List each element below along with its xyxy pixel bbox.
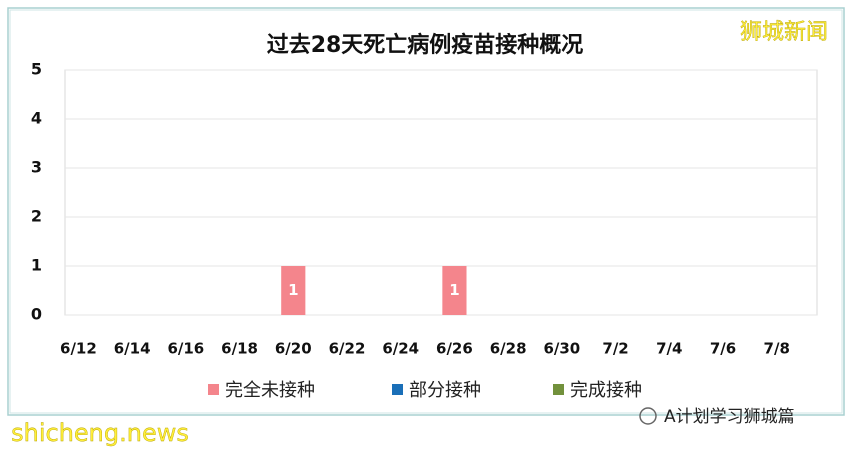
x-tick-label: 7/4 [656, 340, 682, 358]
legend-label: 完全未接种 [225, 380, 315, 401]
chart-title: 过去28天死亡病例疫苗接种概况 [267, 32, 584, 58]
account-badge: A计划学习狮城篇 [639, 407, 795, 427]
bar [442, 266, 467, 315]
x-tick-label: 6/30 [543, 340, 580, 358]
y-tick-label: 3 [31, 158, 42, 177]
chart-frame [7, 7, 845, 416]
x-tick-label: 7/2 [602, 340, 628, 358]
y-tick-label: 0 [31, 305, 42, 324]
data-label: 1 [449, 281, 459, 299]
y-tick-label: 4 [31, 109, 42, 128]
legend-label: 部分接种 [409, 380, 481, 401]
source-watermark: shicheng.news [11, 419, 189, 447]
chart-frame-inner [9, 9, 843, 414]
legend-label: 完成接种 [570, 380, 642, 401]
x-tick-label: 6/16 [167, 340, 204, 358]
x-tick-label: 6/20 [275, 340, 312, 358]
x-tick-label: 6/14 [114, 340, 151, 358]
x-tick-label: 6/26 [436, 340, 473, 358]
legend-swatch [553, 384, 564, 395]
y-tick-label: 1 [31, 256, 42, 275]
x-tick-label: 7/8 [764, 340, 790, 358]
legend-swatch [392, 384, 403, 395]
bar [281, 266, 306, 315]
data-label: 1 [288, 281, 298, 299]
watermark: 狮城新闻 [740, 20, 828, 45]
x-tick-label: 6/22 [329, 340, 366, 358]
y-tick-label: 5 [31, 60, 42, 79]
account-icon [639, 407, 657, 425]
x-tick-label: 6/18 [221, 340, 258, 358]
account-name: A计划学习狮城篇 [664, 407, 795, 427]
legend-swatch [208, 384, 219, 395]
x-tick-label: 6/24 [382, 340, 419, 358]
y-tick-label: 2 [31, 207, 42, 226]
x-tick-label: 7/6 [710, 340, 736, 358]
x-tick-label: 6/28 [490, 340, 527, 358]
x-tick-label: 6/12 [60, 340, 97, 358]
